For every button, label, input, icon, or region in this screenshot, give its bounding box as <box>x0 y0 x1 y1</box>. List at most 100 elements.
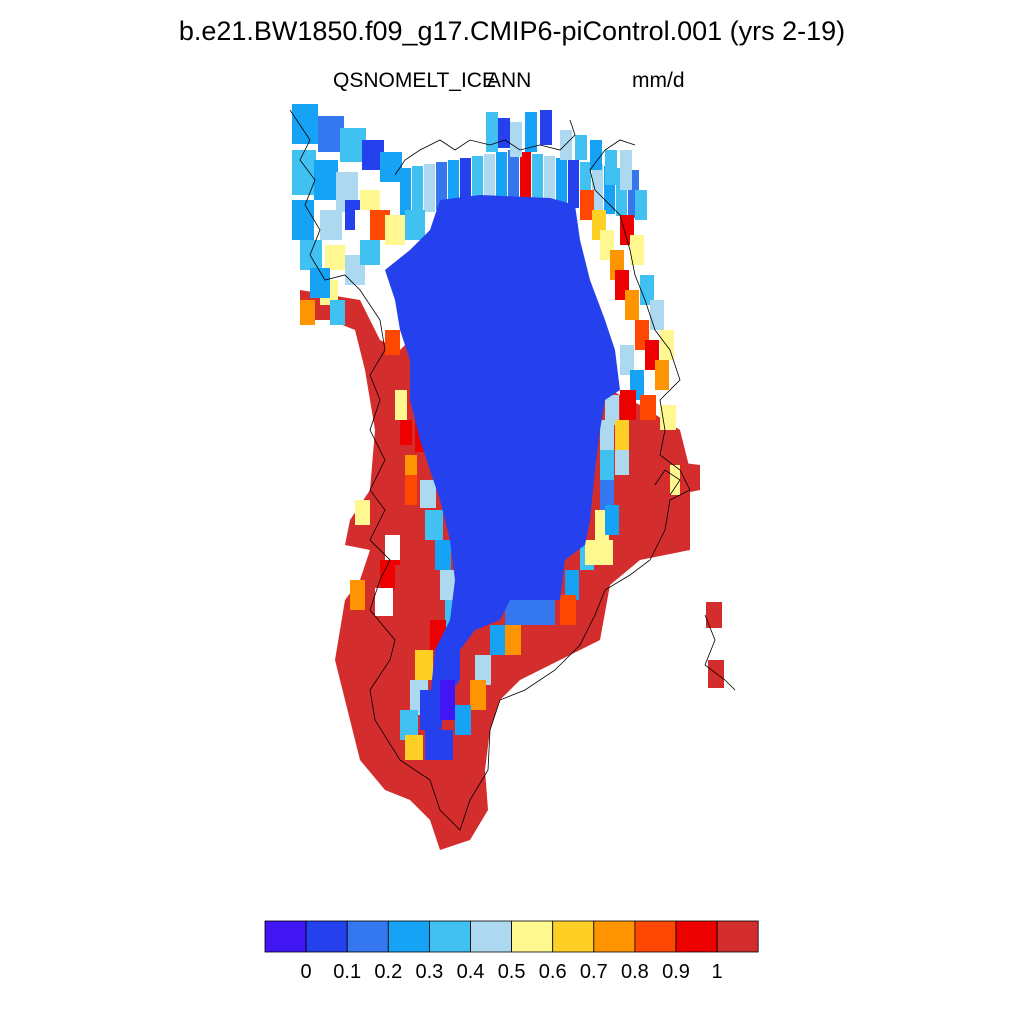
coastline-segment <box>359 289 491 831</box>
melt-cell <box>330 300 345 325</box>
melt-cell <box>544 156 555 204</box>
colorbar-swatch <box>552 920 595 953</box>
melt-cell <box>395 390 407 420</box>
colorbar-tick-label: 0.3 <box>415 961 444 983</box>
melt-cell <box>640 275 654 305</box>
melt-cell <box>592 164 603 212</box>
melt-cell <box>605 505 619 535</box>
melt-cell <box>670 465 680 495</box>
melt-cell <box>292 200 314 240</box>
colorbar-swatch <box>305 920 348 953</box>
melt-cell <box>580 190 594 220</box>
melt-cell <box>362 140 384 170</box>
melt-cell <box>355 500 370 525</box>
colorbar-swatch <box>716 920 759 953</box>
melt-cell <box>425 730 453 760</box>
melt-cell <box>520 152 531 200</box>
melt-cell <box>625 290 639 320</box>
melt-cell <box>556 158 567 206</box>
data-field <box>292 104 724 850</box>
melt-cell <box>314 160 338 200</box>
melt-cell <box>590 140 602 170</box>
melt-cell <box>486 112 498 152</box>
melt-cell <box>350 580 365 610</box>
melt-cell <box>628 170 639 218</box>
colorbar-tick-label: 1 <box>711 961 723 983</box>
melt-cell <box>300 300 315 325</box>
melt-cell <box>424 164 435 212</box>
melt-cell <box>472 156 483 204</box>
melt-cell <box>540 110 552 145</box>
melt-cell <box>650 300 664 330</box>
melt-cell <box>560 595 576 625</box>
data-gap <box>355 210 370 230</box>
melt-cell <box>600 450 614 480</box>
melt-cell <box>415 650 433 680</box>
melt-cell <box>605 150 617 185</box>
data-gap <box>375 588 393 616</box>
colorbar-swatch <box>593 920 636 953</box>
melt-cell <box>620 150 632 190</box>
melt-cell <box>508 150 519 198</box>
melt-cell <box>600 420 614 450</box>
colorbar-swatch <box>511 920 554 953</box>
melt-cell <box>400 710 418 740</box>
coastline-segment <box>289 109 361 291</box>
colorbar-tick-label: 0.1 <box>333 961 362 983</box>
melt-cell <box>605 395 619 425</box>
colorbar <box>264 920 759 953</box>
melt-cell <box>580 162 591 210</box>
melt-cell <box>320 210 342 240</box>
melt-cell <box>400 168 411 216</box>
melt-cell <box>510 122 522 157</box>
melt-cell <box>440 680 455 720</box>
coastline <box>289 109 736 831</box>
colorbar-tick-label: 0.7 <box>579 961 608 983</box>
colorbar-tick-label: 0.5 <box>497 961 526 983</box>
melt-cell <box>425 510 443 540</box>
melt-cell <box>405 735 423 760</box>
melt-cell <box>498 118 510 148</box>
variable-label: QSNOMELT_ICE <box>333 69 496 92</box>
melt-cell <box>616 168 627 216</box>
season-label: ANN <box>487 69 532 92</box>
colorbar-swatch <box>634 920 677 953</box>
melt-cell <box>620 390 636 420</box>
melt-cell <box>300 240 322 270</box>
melt-cell <box>385 330 400 355</box>
melt-cell <box>292 104 318 144</box>
melt-cell <box>325 245 345 270</box>
melt-cell <box>440 570 456 600</box>
coastline-segment <box>704 614 736 691</box>
colorbar-tick-label: 0.6 <box>538 961 567 983</box>
melt-cell <box>615 450 629 475</box>
melt-cell <box>484 154 495 202</box>
colorbar-swatch <box>346 920 389 953</box>
melt-cell <box>310 268 330 298</box>
melt-cell <box>640 395 656 420</box>
melt-cell <box>448 160 459 208</box>
colorbar-tick-label: 0 <box>300 961 312 983</box>
colorbar-swatch <box>387 920 430 953</box>
melt-cell <box>496 152 507 200</box>
melt-cell <box>405 455 417 475</box>
melt-cell <box>565 570 579 600</box>
island-cell <box>706 602 722 628</box>
melt-cell <box>380 152 402 182</box>
coastline-segment <box>489 489 691 731</box>
colorbar-swatch <box>470 920 512 953</box>
melt-cell <box>635 190 647 220</box>
melt-cell <box>400 420 412 445</box>
melt-cell <box>292 150 316 195</box>
colorbar-tick-label: 0.4 <box>456 961 485 983</box>
melt-cell <box>490 625 506 655</box>
melt-cell <box>532 154 543 202</box>
melt-cell <box>660 405 676 430</box>
melt-cell <box>505 625 521 655</box>
melt-cell <box>380 560 395 590</box>
melt-cell <box>435 540 451 570</box>
melt-cell <box>385 215 405 245</box>
melt-cell <box>455 705 471 735</box>
interior-ice <box>385 195 620 740</box>
